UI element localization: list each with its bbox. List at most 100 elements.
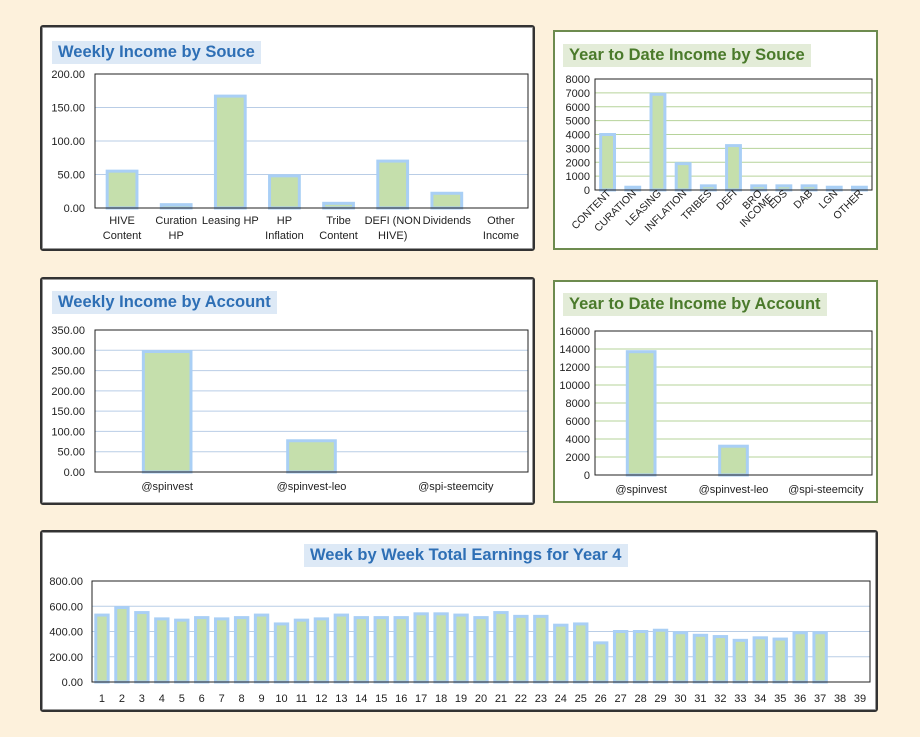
x-tick-label: 24 <box>555 693 567 705</box>
bar <box>599 133 617 192</box>
bar <box>533 614 549 684</box>
y-tick-label: 400.00 <box>49 627 83 639</box>
bar <box>573 622 589 684</box>
y-tick-label: 600.00 <box>49 601 83 613</box>
bar <box>593 641 609 684</box>
bar <box>114 606 130 684</box>
bar <box>273 622 290 684</box>
x-tick-label: Inflation <box>265 230 304 242</box>
x-tick-label: 29 <box>654 693 666 705</box>
x-tick-label: Tribe <box>326 215 351 227</box>
plot-area <box>91 580 871 683</box>
bar <box>413 612 429 684</box>
x-tick-label: 35 <box>774 693 786 705</box>
y-tick-label: 200.00 <box>51 69 85 81</box>
x-tick-label: HP <box>169 230 184 242</box>
x-tick-label: 33 <box>734 693 746 705</box>
plot-area <box>94 329 529 473</box>
y-tick-label: 8000 <box>566 398 590 410</box>
x-tick-label: Dividends <box>423 215 472 227</box>
x-tick-label: 8 <box>239 693 245 705</box>
x-tick-label: Content <box>103 230 142 242</box>
x-tick-label: 36 <box>794 693 806 705</box>
y-tick-label: 100.00 <box>51 426 85 438</box>
x-tick-label: 19 <box>455 693 467 705</box>
bar <box>94 613 110 684</box>
x-tick-label: Curation <box>155 215 197 227</box>
x-tick-label: 39 <box>854 693 866 705</box>
x-tick-label: 38 <box>834 693 846 705</box>
y-tick-label: 6000 <box>566 102 590 114</box>
x-tick-label: HIVE) <box>378 230 407 242</box>
x-tick-label: 16 <box>395 693 407 705</box>
bar <box>812 631 828 684</box>
x-tick-label: Leasing HP <box>202 215 259 227</box>
bar <box>430 191 464 210</box>
bar <box>322 201 355 210</box>
bar <box>612 630 629 684</box>
x-tick-label: HP <box>277 215 292 227</box>
y-tick-label: 7000 <box>566 88 590 100</box>
y-tick-label: 0.00 <box>64 467 85 479</box>
y-tick-label: 50.00 <box>57 447 85 459</box>
bar <box>159 203 193 210</box>
bar <box>174 618 190 684</box>
bar <box>513 614 529 684</box>
y-tick-label: 5000 <box>566 116 590 128</box>
weekly-income-by-source-panel: Weekly Income by Souce 0.00 50.00 100.00 15… <box>40 25 535 251</box>
x-tick-label: Income <box>483 230 519 242</box>
bar <box>453 613 469 684</box>
bar <box>752 636 768 684</box>
y-tick-label: 6000 <box>566 416 590 428</box>
bar <box>553 623 569 684</box>
y-tick-label: 200.00 <box>49 652 83 664</box>
bar <box>154 617 170 684</box>
chart-title: Year to Date Income by Account <box>563 293 827 316</box>
bar <box>286 439 337 474</box>
x-tick-label: 20 <box>475 693 487 705</box>
x-tick-label: 23 <box>535 693 547 705</box>
weekly-total-earnings-panel: Week by Week Total Earnings for Year 4 0… <box>40 530 878 712</box>
weekly-income-by-source-chart: 0.00 50.00 100.00 150.00 200.00 HIVE Content Cu… <box>51 69 529 242</box>
x-tick-label: 15 <box>375 693 387 705</box>
y-tick-label: 2000 <box>566 157 590 169</box>
y-tick-label: 150.00 <box>51 406 85 418</box>
bar <box>393 616 409 684</box>
y-tick-label: 200.00 <box>51 386 85 398</box>
x-tick-label: 21 <box>495 693 507 705</box>
x-tick-label: 22 <box>515 693 527 705</box>
x-tick-label: HIVE <box>109 215 135 227</box>
bar <box>194 616 210 684</box>
y-tick-label: 0 <box>584 185 590 197</box>
x-tick-label: 12 <box>315 693 327 705</box>
y-tick-label: 10000 <box>559 380 590 392</box>
ytd-income-by-source-panel: Year to Date Income by Souce 0 1000 2000 30… <box>553 30 878 250</box>
bar <box>376 159 410 210</box>
bar <box>692 633 709 684</box>
bar <box>772 637 788 684</box>
x-tick-label: 11 <box>296 693 307 705</box>
ytd-income-by-account-chart: 0 2000 4000 6000 8000 10000 12000 14000 16000 @sp… <box>559 326 873 496</box>
plot-area <box>594 78 873 191</box>
x-tick-label: 31 <box>694 693 706 705</box>
x-tick-label: @spinvest <box>141 481 193 493</box>
weekly-income-by-account-panel: Weekly Income by Account 0.00 50.00 100.00… <box>40 277 535 505</box>
bar <box>712 635 729 684</box>
y-tick-label: 1000 <box>566 171 590 183</box>
plot-area <box>594 330 873 476</box>
y-tick-label: 3000 <box>566 143 590 155</box>
bar <box>473 616 489 684</box>
bar <box>253 613 270 684</box>
bar <box>632 630 649 684</box>
y-tick-label: 0.00 <box>64 203 85 215</box>
bar <box>213 94 247 210</box>
x-tick-label: 18 <box>435 693 447 705</box>
x-tick-label: 13 <box>335 693 347 705</box>
y-tick-label: 300.00 <box>51 345 85 357</box>
x-tick-label: 10 <box>275 693 287 705</box>
x-tick-label: 7 <box>219 693 225 705</box>
bar <box>134 611 150 684</box>
x-tick-label: 3 <box>139 693 145 705</box>
x-tick-label: Other <box>487 215 515 227</box>
plot-area <box>94 73 529 209</box>
